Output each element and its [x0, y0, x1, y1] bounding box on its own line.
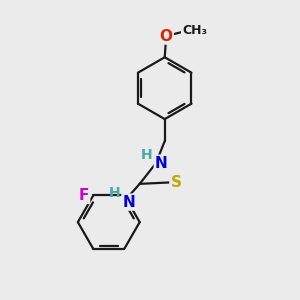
Text: H: H: [108, 186, 120, 200]
Text: F: F: [79, 188, 89, 203]
Text: S: S: [170, 175, 182, 190]
Text: O: O: [160, 28, 173, 44]
Text: N: N: [155, 156, 168, 171]
Text: CH₃: CH₃: [182, 24, 207, 37]
Text: N: N: [122, 195, 135, 210]
Text: H: H: [141, 148, 152, 162]
